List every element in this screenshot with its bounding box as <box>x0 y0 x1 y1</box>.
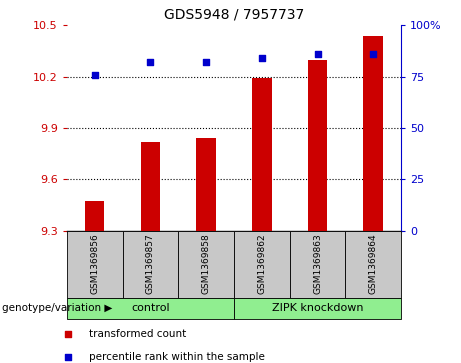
Bar <box>234 231 290 298</box>
Text: control: control <box>131 303 170 313</box>
Text: genotype/variation ▶: genotype/variation ▶ <box>2 303 112 313</box>
Bar <box>345 231 401 298</box>
Text: GSM1369858: GSM1369858 <box>201 234 211 294</box>
Bar <box>308 60 327 231</box>
Point <box>314 51 321 57</box>
Point <box>147 60 154 65</box>
Point <box>64 354 71 360</box>
Text: GSM1369857: GSM1369857 <box>146 234 155 294</box>
Point <box>202 60 210 65</box>
Text: percentile rank within the sample: percentile rank within the sample <box>89 352 265 362</box>
Point <box>370 51 377 57</box>
Text: GSM1369863: GSM1369863 <box>313 234 322 294</box>
Bar <box>196 138 216 231</box>
Bar <box>363 36 383 231</box>
Bar <box>67 298 234 319</box>
Bar <box>141 142 160 231</box>
Text: GSM1369864: GSM1369864 <box>369 234 378 294</box>
Bar <box>252 78 272 231</box>
Bar <box>234 298 401 319</box>
Point <box>258 55 266 61</box>
Point <box>64 331 71 337</box>
Bar <box>290 231 345 298</box>
Text: GSM1369862: GSM1369862 <box>257 234 266 294</box>
Bar <box>123 231 178 298</box>
Bar <box>85 201 105 231</box>
Text: transformed count: transformed count <box>89 329 186 339</box>
Bar <box>67 231 123 298</box>
Bar <box>178 231 234 298</box>
Text: GSM1369856: GSM1369856 <box>90 234 99 294</box>
Title: GDS5948 / 7957737: GDS5948 / 7957737 <box>164 8 304 21</box>
Point <box>91 72 98 78</box>
Text: ZIPK knockdown: ZIPK knockdown <box>272 303 363 313</box>
